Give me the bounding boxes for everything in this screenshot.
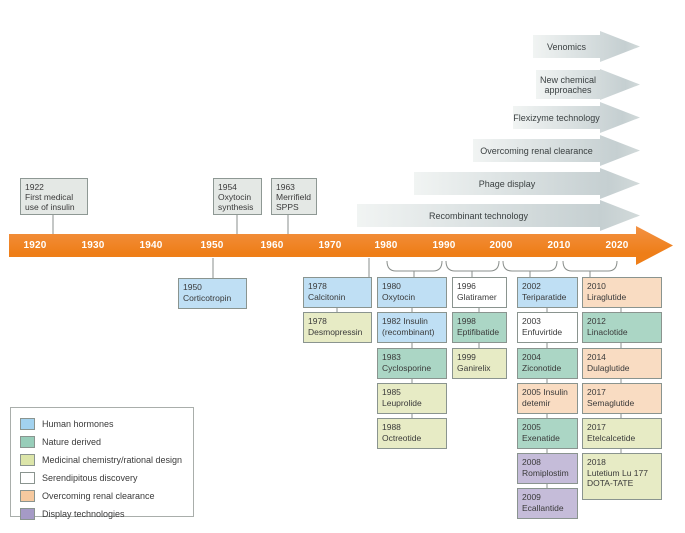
tech-arrow-label: Overcoming renal clearance xyxy=(480,145,593,156)
year-label-1930: 1930 xyxy=(81,240,105,251)
drug-box-1980-oxytocin: 1980 Oxytocin xyxy=(377,277,447,308)
year-label-1960: 1960 xyxy=(260,240,284,251)
drug-box-2009-ecallantide: 2009 Ecallantide xyxy=(517,488,578,519)
tech-arrow-overcoming-renal-clearance: Overcoming renal clearance xyxy=(473,135,640,166)
drug-box-1978-desmopressin: 1978 Desmopressin xyxy=(303,312,372,343)
drug-box-2008-romiplostim: 2008 Romiplostim xyxy=(517,453,578,484)
legend-swatch-nature-derived xyxy=(20,436,35,448)
legend-item-display-technologies: Display technologies xyxy=(20,505,184,523)
drug-box-2010-liraglutide: 2010 Liraglutide xyxy=(582,277,662,308)
drug-box-1950-corticotropin: 1950 Corticotropin xyxy=(178,278,247,309)
drug-box-1996-glatiramer: 1996 Glatiramer xyxy=(452,277,507,308)
tech-arrow-phage-display: Phage display xyxy=(414,168,640,199)
legend-item-overcoming-renal-clearance: Overcoming renal clearance xyxy=(20,487,184,505)
legend-label: Serendipitous discovery xyxy=(42,472,138,483)
legend-swatch-serendipitous-discovery xyxy=(20,472,35,484)
legend-swatch-human-hormones xyxy=(20,418,35,430)
year-label-1920: 1920 xyxy=(23,240,47,251)
drug-box-1998-eptifibatide: 1998 Eptifibatide xyxy=(452,312,507,343)
drug-box-1983-cyclosporine: 1983 Cyclosporine xyxy=(377,348,447,379)
drug-box-2002-teriparatide: 2002 Teriparatide xyxy=(517,277,578,308)
legend-label: Medicinal chemistry/rational design xyxy=(42,454,183,465)
tech-arrow-label: Venomics xyxy=(546,41,587,52)
drug-box-2003-enfuvirtide: 2003 Enfuvirtide xyxy=(517,312,578,343)
year-label-1990: 1990 xyxy=(432,240,456,251)
legend-swatch-medicinal-chemistry xyxy=(20,454,35,466)
year-label-1970: 1970 xyxy=(318,240,342,251)
legend-item-nature-derived: Nature derived xyxy=(20,433,184,451)
drug-box-1985-leuprolide: 1985 Leuprolide xyxy=(377,383,447,414)
drug-box-2005-insulin-detemir: 2005 Insulin detemir xyxy=(517,383,578,414)
drug-box-2014-dulaglutide: 2014 Dulaglutide xyxy=(582,348,662,379)
year-label-2020: 2020 xyxy=(605,240,629,251)
legend-item-human-hormones: Human hormones xyxy=(20,415,184,433)
legend-label: Nature derived xyxy=(42,436,102,447)
drug-box-1999-ganirelix: 1999 Ganirelix xyxy=(452,348,507,379)
tech-arrow-label: Phage display xyxy=(478,178,536,189)
drug-box-1982-insulin-recombinant: 1982 Insulin (recombinant) xyxy=(377,312,447,343)
brace-1990s xyxy=(445,260,500,272)
brace-1980s xyxy=(386,260,443,272)
tech-arrow-label: New chemical approaches xyxy=(539,74,597,95)
drug-box-1988-octreotide: 1988 Octreotide xyxy=(377,418,447,449)
tech-arrow-label: Recombinant technology xyxy=(428,210,529,221)
drug-box-2012-linaclotide: 2012 Linaclotide xyxy=(582,312,662,343)
drug-box-2004-ziconotide: 2004 Ziconotide xyxy=(517,348,578,379)
legend-label: Human hormones xyxy=(42,418,114,429)
year-label-1980: 1980 xyxy=(374,240,398,251)
year-label-1940: 1940 xyxy=(139,240,163,251)
legend-label: Display technologies xyxy=(42,508,125,519)
legend: Human hormones Nature derived Medicinal … xyxy=(10,407,194,520)
drug-box-2017-etelcalcetide: 2017 Etelcalcetide xyxy=(582,418,662,449)
drug-box-2018-lutetium-lu-177-dota-tate: 2018 Lutetium Lu 177 DOTA-TATE xyxy=(582,453,662,500)
legend-swatch-display-technologies xyxy=(20,508,35,520)
legend-label: Overcoming renal clearance xyxy=(42,490,155,501)
drug-box-2017-semaglutide: 2017 Semaglutide xyxy=(582,383,662,414)
legend-item-medicinal-chemistry: Medicinal chemistry/rational design xyxy=(20,451,184,469)
drug-box-1978-calcitonin: 1978 Calcitonin xyxy=(303,277,372,308)
brace-2000s xyxy=(502,260,558,272)
milestone-1963-merrifield-spps: 1963 Merrifield SPPS xyxy=(271,178,317,215)
year-label-2010: 2010 xyxy=(547,240,571,251)
year-label-1950: 1950 xyxy=(200,240,224,251)
legend-swatch-overcoming-renal-clearance xyxy=(20,490,35,502)
year-label-2000: 2000 xyxy=(489,240,513,251)
milestone-1954-oxytocin-synthesis: 1954 Oxytocin synthesis xyxy=(213,178,262,215)
tech-arrow-recombinant-technology: Recombinant technology xyxy=(357,200,640,231)
tech-arrow-label: Flexizyme technology xyxy=(513,112,600,123)
brace-2010s xyxy=(562,260,618,272)
drug-box-2005-exenatide: 2005 Exenatide xyxy=(517,418,578,449)
milestone-1922-first-medical-use-of-insulin: 1922 First medical use of insulin xyxy=(20,178,88,215)
legend-item-serendipitous-discovery: Serendipitous discovery xyxy=(20,469,184,487)
